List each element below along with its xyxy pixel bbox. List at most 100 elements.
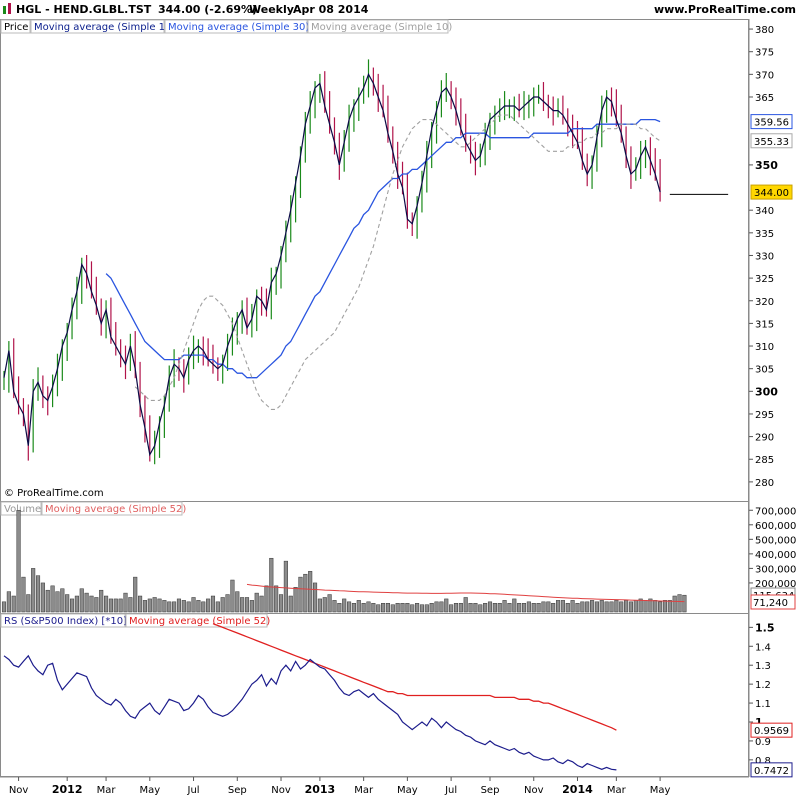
volume-bar: [264, 585, 269, 613]
rs-axis: 1.5 1.4 1.3 1.2 1.1 1 0.9 0.8: [749, 621, 775, 767]
volume-bar: [69, 598, 75, 613]
volume-bar: [303, 573, 308, 613]
chart-type-icon[interactable]: [3, 3, 11, 14]
time-tick-label: Nov: [524, 785, 544, 796]
volume-bar: [385, 603, 390, 613]
volume-bar: [327, 594, 332, 613]
time-tick-label: Nov: [271, 785, 291, 796]
volume-bar: [94, 597, 99, 613]
rs-legend: RS (S&P500 Index) [*10] Moving average (…: [0, 613, 270, 628]
volume-bar: [176, 598, 182, 613]
legend-ma1: Moving average (Simple 1): [34, 22, 169, 33]
volume-bar: [643, 600, 648, 613]
volume-bar: [128, 597, 133, 613]
rs-badge-label: 0.7472: [754, 766, 789, 777]
volume-bar: [531, 603, 536, 613]
price-badge-box: [750, 114, 793, 130]
volume-bar: [206, 598, 211, 613]
price-tick-label: 380: [755, 25, 774, 36]
volume-bar: [288, 595, 293, 613]
volume-bar: [244, 597, 250, 613]
volume-bar: [424, 604, 429, 613]
price-badge-box: [750, 133, 793, 149]
volume-bar: [667, 600, 672, 613]
price-tick-label: 375: [755, 48, 774, 59]
legend-ma30: Moving average (Simple 30): [168, 22, 309, 33]
volume-bar: [147, 598, 152, 613]
time-tick-label: May: [397, 785, 418, 796]
volume-bar: [249, 600, 254, 613]
rs-tick-label: 1: [755, 716, 763, 729]
volume-bar: [449, 604, 454, 613]
volume-bar: [546, 601, 551, 613]
volume-bar: [21, 576, 26, 613]
rs-tick-label: 1.3: [755, 661, 771, 672]
legend-ma10: Moving average (Simple 10): [311, 22, 452, 33]
volume-bar: [570, 600, 575, 613]
volume-bar: [215, 601, 220, 613]
volume-bar: [283, 560, 288, 613]
volume-bar: [599, 600, 604, 613]
volume-bar: [337, 603, 342, 613]
price-tick-label: 295: [755, 410, 774, 421]
volume-bar: [99, 589, 104, 613]
volume-bar: [672, 595, 677, 613]
rs-lines: [3, 622, 617, 771]
volume-bar: [473, 603, 478, 613]
volume-bar: [118, 598, 123, 613]
volume-bar: [84, 592, 89, 613]
rs-badge-label: 0.9569: [754, 726, 789, 737]
volume-bar: [590, 600, 595, 613]
volume-bar: [366, 601, 371, 613]
volume-bar: [191, 597, 196, 613]
price-tick-label: 330: [755, 251, 774, 262]
volume-bar: [40, 582, 45, 613]
symbol-title: HGL - HEND.GLBL.TST: [16, 3, 152, 16]
volume-bar: [526, 601, 531, 613]
volume-bar: [419, 604, 425, 613]
volume-bar: [658, 601, 663, 613]
volume-bar: [521, 603, 527, 613]
volume-bar: [293, 587, 298, 613]
volume-bar: [517, 603, 522, 613]
volume-bar: [269, 557, 274, 613]
price-tick-label: 315: [755, 319, 774, 330]
volume-bar: [142, 600, 147, 613]
volume-bar: [11, 595, 16, 613]
price-tick-label: 365: [755, 93, 774, 104]
legend-volume-ma: Moving average (Simple 52): [45, 504, 186, 515]
volume-bar: [633, 600, 638, 613]
price-tick-label: 305: [755, 365, 774, 376]
rs-ma-line: [212, 622, 617, 731]
volume-bar: [594, 601, 599, 613]
price-tick-label: 285: [755, 455, 774, 466]
volume-badge-label: 71,240: [753, 598, 788, 609]
volume-bar: [138, 595, 143, 613]
price-lines: [3, 72, 729, 457]
volume-bar: [317, 598, 322, 613]
volume-bar: [410, 604, 415, 613]
volume-bar: [628, 601, 633, 613]
price-tick-label: 320: [755, 297, 774, 308]
volume-bar: [196, 600, 201, 613]
volume-bar: [453, 603, 459, 613]
volume-bar: [444, 598, 449, 613]
volume-bar: [108, 598, 113, 613]
period-label: Weekly: [249, 3, 294, 16]
rs-tick-label: 0.9: [755, 737, 771, 748]
volume-bar: [74, 595, 79, 613]
site-url: www.ProRealTime.com: [654, 3, 796, 16]
time-axis: Nov 2012 Mar May Jul Sep Nov 2013 Mar May Jul Sep No…: [0, 776, 749, 796]
volume-bar: [614, 600, 619, 613]
volume-bar: [677, 594, 682, 613]
time-tick-label: 2014: [562, 783, 593, 796]
time-tick-label: Mar: [354, 785, 374, 796]
legend-price: Price: [4, 22, 28, 33]
volume-bar: [555, 600, 561, 613]
price-tick-label: 325: [755, 274, 774, 285]
volume-bar: [31, 568, 36, 613]
volume-ma-line: [246, 583, 685, 603]
price-badge-box: [750, 184, 793, 200]
volume-bar: [225, 594, 230, 613]
volume-bar: [347, 601, 352, 613]
